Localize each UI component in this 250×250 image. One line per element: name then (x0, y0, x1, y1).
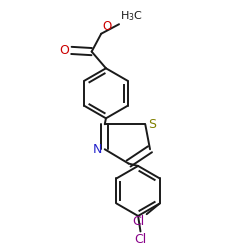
Text: Cl: Cl (134, 232, 146, 245)
Text: O: O (59, 44, 69, 57)
Text: H$_3$C: H$_3$C (120, 9, 143, 23)
Text: N: N (92, 143, 102, 156)
Text: O: O (102, 20, 112, 32)
Text: Cl: Cl (132, 215, 145, 228)
Text: S: S (148, 118, 156, 131)
